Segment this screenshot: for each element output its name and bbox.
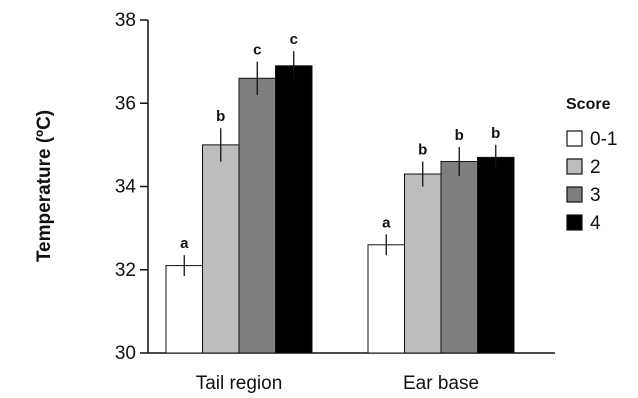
significance-label-1-0: a [382, 214, 391, 231]
legend-label-3: 4 [590, 213, 601, 234]
bar-1-3 [477, 156, 515, 354]
legend-swatch-1 [566, 158, 583, 175]
y-tick-label-32: 32 [115, 260, 136, 281]
significance-label-0-2: c [253, 42, 261, 59]
legend-label-0: 0-1 [590, 129, 617, 150]
bar-groups: a b c c a b b b [165, 31, 515, 354]
y-tick-label-38: 38 [115, 10, 136, 31]
bar-1-2 [440, 161, 478, 354]
bar-0-3 [275, 65, 313, 354]
legend-swatch-3 [566, 214, 583, 231]
y-tick-label-36: 36 [115, 93, 136, 114]
legend-title: Score [566, 96, 611, 113]
y-ticks: 30 32 34 36 38 [115, 10, 148, 364]
bar-1-0 [367, 244, 405, 354]
significance-label-1-2: b [455, 127, 464, 144]
x-category-labels: Tail region Ear base [196, 373, 479, 394]
category-group-0: a b c c [165, 31, 313, 354]
bar-0-0 [165, 265, 203, 354]
y-tick-label-30: 30 [115, 343, 136, 364]
legend-swatch-2 [566, 186, 583, 203]
significance-label-0-3: c [290, 31, 298, 48]
y-axis-label: Temperature (ºC) [34, 110, 55, 262]
y-tick-label-34: 34 [115, 177, 137, 198]
significance-label-0-0: a [180, 235, 189, 252]
legend-label-2: 3 [590, 185, 601, 206]
category-group-1: a b b b [367, 125, 515, 354]
bar-0-2 [238, 77, 276, 354]
plot-area: 30 32 34 36 38 a b c c a b b b Tail region Ear base [115, 10, 555, 394]
legend-swatch-0 [566, 130, 583, 147]
category-label-1: Ear base [403, 373, 479, 394]
category-label-0: Tail region [196, 373, 283, 394]
legend-label-1: 2 [590, 157, 601, 178]
legend: Score 0-1 2 3 4 [566, 96, 617, 234]
bar-0-1 [202, 144, 240, 354]
significance-label-1-3: b [491, 125, 500, 142]
significance-label-0-1: b [216, 108, 225, 125]
bar-1-1 [404, 173, 442, 354]
significance-label-1-1: b [418, 142, 427, 159]
